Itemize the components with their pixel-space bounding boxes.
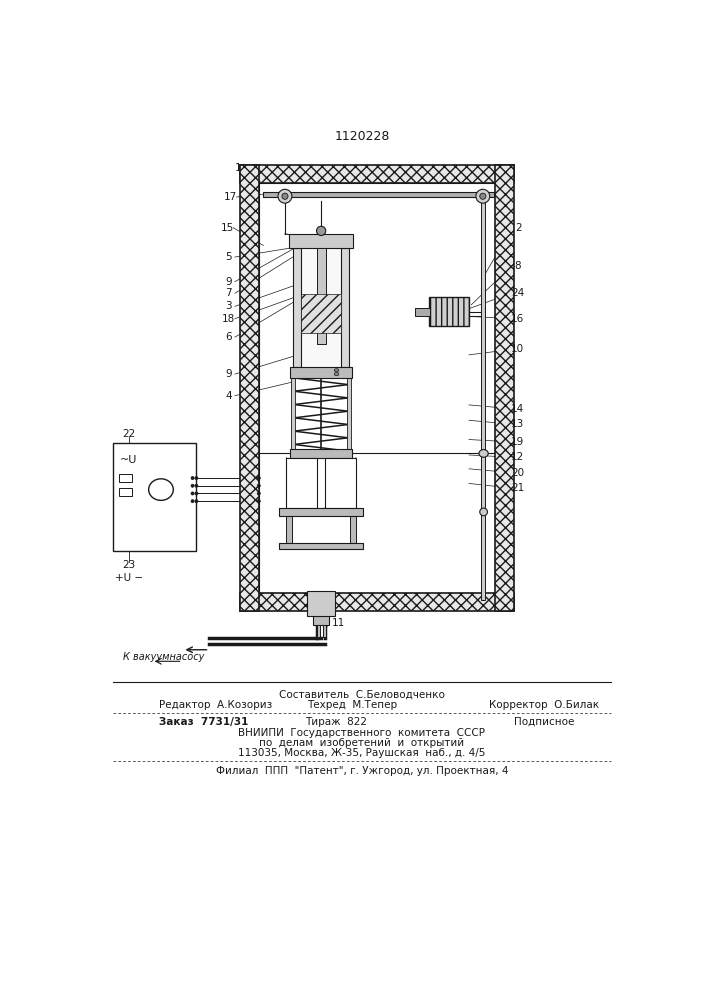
Bar <box>351 516 356 543</box>
Bar <box>279 543 363 549</box>
Text: 21: 21 <box>511 483 524 493</box>
Ellipse shape <box>191 500 194 503</box>
Bar <box>341 248 349 367</box>
Text: Техред  М.Тепер: Техред М.Тепер <box>307 700 397 710</box>
Bar <box>317 248 326 344</box>
Bar <box>119 488 132 496</box>
Text: 113035, Москва, Ж-35, Раушская  наб., д. 4/5: 113035, Москва, Ж-35, Раушская наб., д. … <box>238 748 486 758</box>
Text: 9: 9 <box>226 369 232 379</box>
Bar <box>325 458 356 508</box>
Bar <box>429 297 469 326</box>
Text: 24: 24 <box>511 288 524 298</box>
Ellipse shape <box>476 189 490 203</box>
Ellipse shape <box>257 492 260 495</box>
Ellipse shape <box>195 484 198 487</box>
Bar <box>495 165 514 611</box>
Bar <box>291 378 295 451</box>
Bar <box>291 449 352 458</box>
Ellipse shape <box>334 369 339 372</box>
Bar <box>301 294 341 333</box>
Bar <box>481 197 485 600</box>
Ellipse shape <box>257 477 260 480</box>
Text: 2: 2 <box>515 223 522 233</box>
Bar <box>240 165 514 183</box>
Ellipse shape <box>334 373 339 376</box>
Ellipse shape <box>479 450 489 457</box>
Text: ~U: ~U <box>120 455 137 465</box>
Text: +U −: +U − <box>115 573 143 583</box>
Bar <box>347 378 351 451</box>
Ellipse shape <box>282 193 288 199</box>
Text: 16: 16 <box>511 314 524 324</box>
Text: 5: 5 <box>226 252 232 262</box>
Bar <box>286 516 292 543</box>
Text: 10: 10 <box>511 344 524 354</box>
Ellipse shape <box>278 189 292 203</box>
Text: 17: 17 <box>223 192 237 202</box>
Text: 15: 15 <box>221 223 234 233</box>
Bar <box>313 611 329 625</box>
Bar <box>286 458 317 508</box>
Text: 23: 23 <box>122 560 135 570</box>
Text: 12: 12 <box>511 452 524 462</box>
Bar <box>240 165 259 611</box>
Bar <box>119 474 132 482</box>
Text: Тираж  822: Тираж 822 <box>305 717 368 727</box>
Ellipse shape <box>191 484 194 487</box>
Text: 19: 19 <box>511 437 524 447</box>
Bar <box>288 234 354 248</box>
Text: 22: 22 <box>122 429 135 439</box>
Ellipse shape <box>148 479 173 500</box>
Text: К вакуумнасосу: К вакуумнасосу <box>123 652 204 662</box>
Text: 4: 4 <box>226 391 232 401</box>
Text: по  делам  изобретений  и  открытий: по делам изобретений и открытий <box>259 738 464 748</box>
Bar <box>322 625 326 637</box>
Text: 20: 20 <box>511 468 524 478</box>
Text: Заказ  7731/31: Заказ 7731/31 <box>160 717 249 727</box>
Ellipse shape <box>195 500 198 503</box>
Ellipse shape <box>257 500 260 503</box>
Text: 3: 3 <box>226 301 232 311</box>
Text: Составитель  С.Беловодченко: Составитель С.Беловодченко <box>279 689 445 699</box>
Text: 11: 11 <box>332 618 345 628</box>
Ellipse shape <box>317 226 326 235</box>
Ellipse shape <box>191 492 194 495</box>
Text: 9: 9 <box>226 277 232 287</box>
Text: 6: 6 <box>226 332 232 342</box>
Ellipse shape <box>480 508 487 516</box>
Bar <box>113 443 197 551</box>
Text: 8: 8 <box>514 261 521 271</box>
Bar <box>279 508 363 516</box>
Bar <box>264 192 494 197</box>
Bar <box>301 248 341 367</box>
Bar <box>317 625 320 637</box>
Bar <box>308 591 335 616</box>
Bar <box>293 248 301 367</box>
Text: 13: 13 <box>511 419 524 429</box>
Text: Редактор  А.Козориз: Редактор А.Козориз <box>160 700 273 710</box>
Ellipse shape <box>195 477 198 480</box>
Text: 7: 7 <box>226 288 232 298</box>
Text: Подписное: Подписное <box>514 717 575 727</box>
Ellipse shape <box>191 477 194 480</box>
Bar <box>259 183 495 593</box>
Text: Корректор  О.Билак: Корректор О.Билак <box>489 700 600 710</box>
Ellipse shape <box>480 193 486 199</box>
Text: ВНИИПИ  Государственного  комитета  СССР: ВНИИПИ Государственного комитета СССР <box>238 728 486 738</box>
Text: 1: 1 <box>235 163 241 173</box>
Text: 18: 18 <box>222 314 235 324</box>
Text: Филиал  ППП  "Патент", г. Ужгород, ул. Проектная, 4: Филиал ППП "Патент", г. Ужгород, ул. Про… <box>216 766 508 776</box>
Text: 1120228: 1120228 <box>334 130 390 143</box>
Bar <box>291 367 352 378</box>
Bar <box>415 308 431 316</box>
Ellipse shape <box>195 492 198 495</box>
Bar <box>240 593 514 611</box>
Text: 14: 14 <box>511 404 524 414</box>
Ellipse shape <box>257 484 260 487</box>
